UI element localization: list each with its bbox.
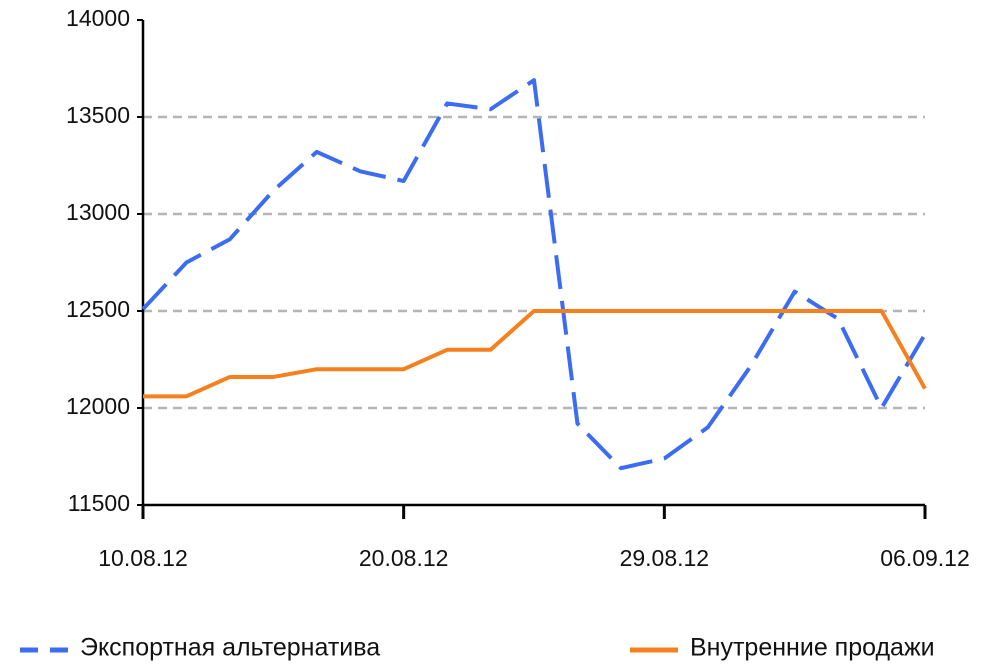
x-tick-label: 20.08.12 — [359, 545, 449, 571]
x-tick-label: 10.08.12 — [98, 545, 188, 571]
series-line — [143, 309, 927, 399]
x-tick-label: 29.08.12 — [620, 545, 710, 571]
legend-label: Внутренние продажи — [690, 634, 935, 662]
y-tick-label: 13500 — [66, 102, 130, 128]
x-tick-label: 06.09.12 — [880, 545, 970, 571]
y-tick-label: 12500 — [66, 296, 130, 322]
y-tick-label: 12000 — [66, 393, 130, 419]
y-tick-label: 11500 — [68, 490, 130, 516]
y-tick-label: 13000 — [66, 199, 130, 225]
series-line — [141, 78, 927, 471]
y-tick-label: 14000 — [66, 5, 130, 31]
legend-label: Экспортная альтернатива — [80, 634, 380, 662]
